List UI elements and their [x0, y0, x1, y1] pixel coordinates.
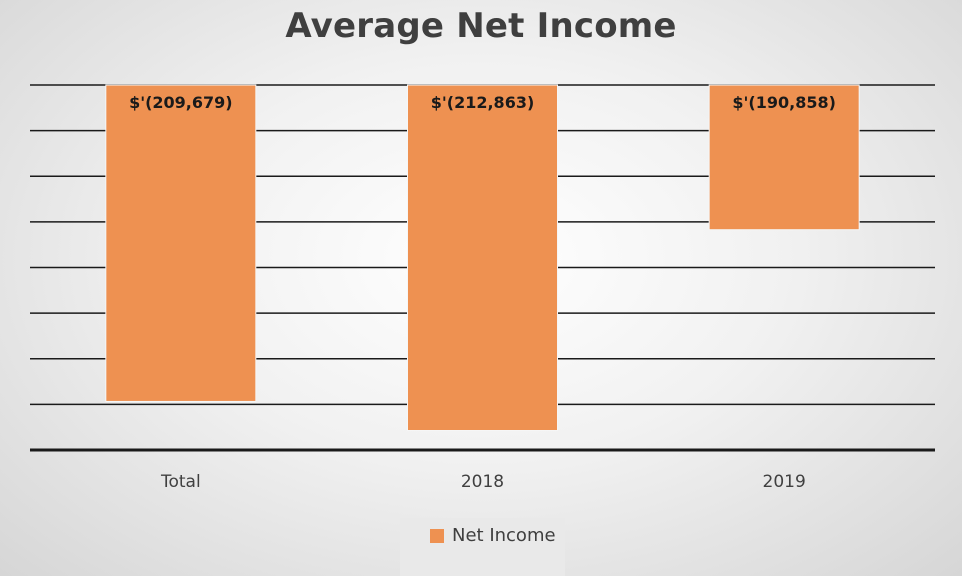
chart-title: Average Net Income	[285, 6, 677, 46]
bar-total	[105, 84, 257, 402]
bar-2019	[708, 84, 860, 231]
data-label-2019: $'(190,858)	[732, 93, 836, 112]
legend-swatch-net-income	[430, 528, 444, 543]
x-tick-label-2018: 2018	[461, 472, 504, 492]
data-label-total: $'(209,679)	[129, 93, 233, 112]
x-tick-label-total: Total	[160, 472, 201, 492]
data-label-2018: $'(212,863)	[431, 93, 535, 112]
legend-label-net-income: Net Income	[452, 525, 556, 546]
bar-2018	[407, 84, 558, 431]
legend: Net Income	[430, 525, 556, 546]
legend-background	[400, 518, 565, 576]
x-tick-label-2019: 2019	[763, 472, 806, 492]
